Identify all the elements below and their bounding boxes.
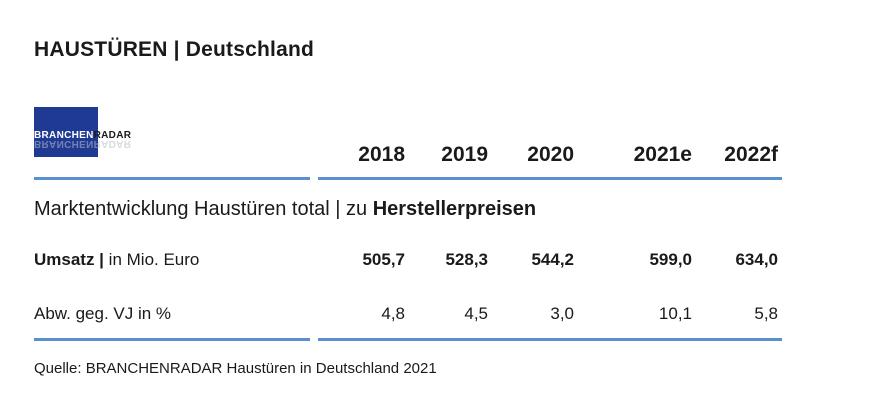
table-cell-r0-2020: 544,2 [531,250,574,269]
column-header-2021e: 2021e [633,143,692,166]
row-label-1: Abw. geg. VJ in % [34,304,172,323]
table-cell-r1-2019: 4,5 [464,304,488,323]
column-header-2018: 2018 [358,143,405,166]
table-cell-r1-2018: 4,8 [381,304,405,323]
logo-text: BRANCHENRADAR [34,130,132,141]
column-header-2022f: 2022f [724,143,778,166]
footer-rule-right [318,338,782,341]
footer-rule-left [34,338,310,341]
table-cell-r1-2020: 3,0 [550,304,574,323]
table-cell-r1-2022f: 5,8 [754,304,778,323]
column-header-2020: 2020 [527,143,574,166]
table-subtitle: Marktentwicklung Haustüren total | zu He… [34,198,537,220]
branchenradar-logo [34,107,98,157]
table-cell-r0-2021e: 599,0 [649,250,692,269]
table-cell-r0-2019: 528,3 [445,250,488,269]
header-rule-left [34,177,310,180]
header-rule-right [318,177,782,180]
chart-title: HAUSTÜREN | Deutschland [34,38,314,61]
column-header-2019: 2019 [441,143,488,166]
table-cell-r0-2022f: 634,0 [735,250,778,269]
table-cell-r1-2021e: 10,1 [658,304,692,323]
source-note: Quelle: BRANCHENRADAR Haustüren in Deuts… [34,360,437,377]
row-label-0: Umsatz | in Mio. Euro [34,250,200,269]
logo-reflection: BRANCHENRADAR [34,138,132,149]
table-cell-r0-2018: 505,7 [362,250,405,269]
